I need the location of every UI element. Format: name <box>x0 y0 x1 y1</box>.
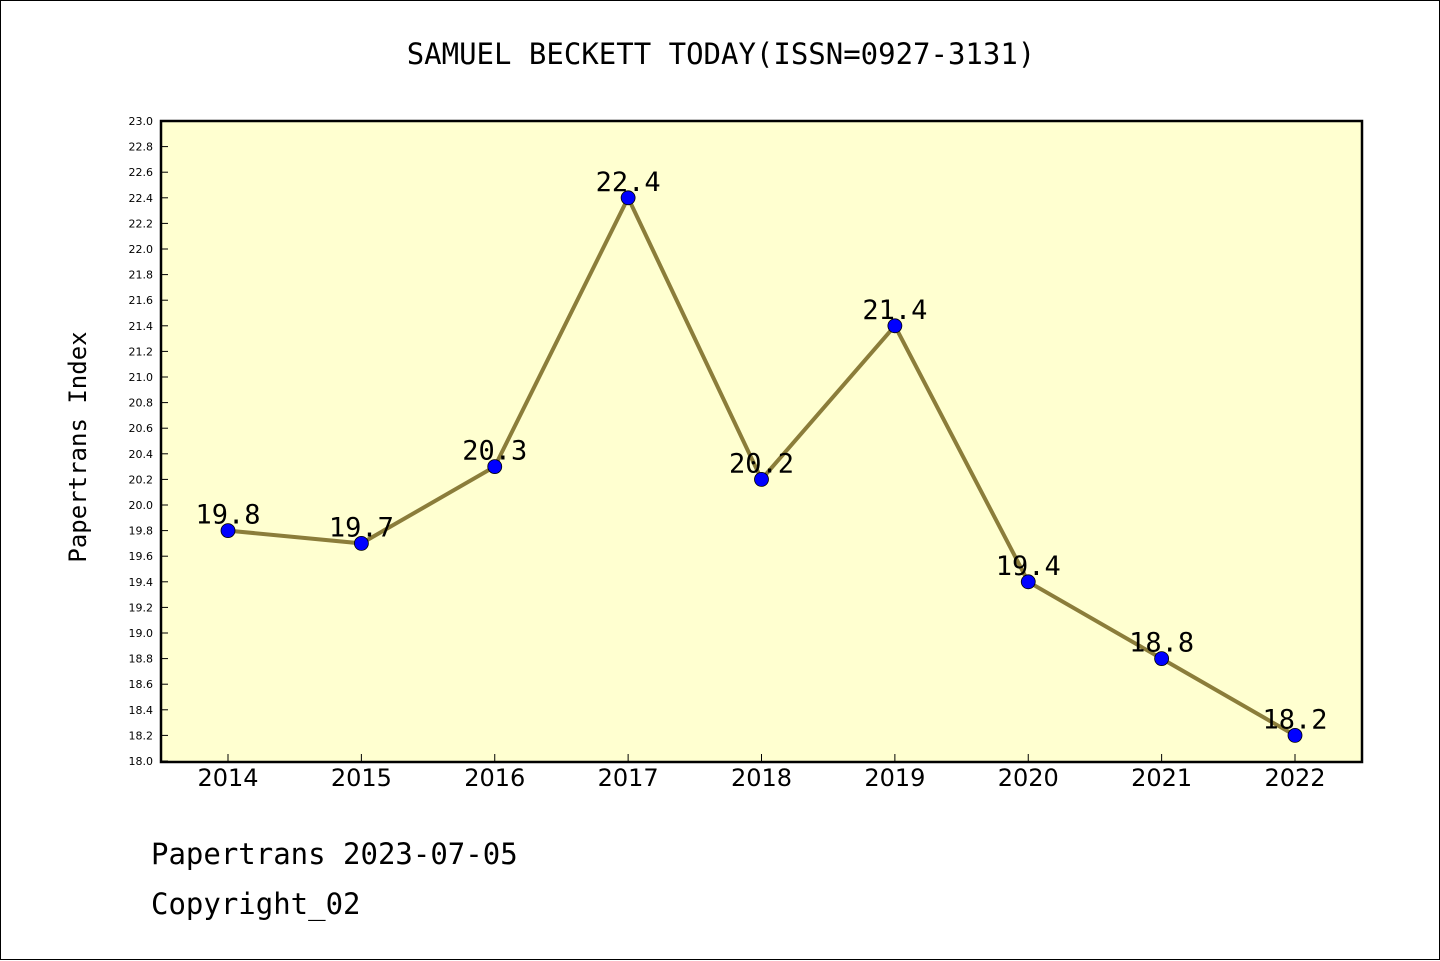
x-tick-label: 2016 <box>464 764 525 792</box>
data-point <box>1154 651 1170 666</box>
y-tick-label: 19.2 <box>129 601 154 614</box>
chart-title: SAMUEL BECKETT TODAY(ISSN=0927-3131) <box>406 37 1036 71</box>
plot-area <box>159 119 1364 764</box>
x-tick-label: 2019 <box>864 764 925 792</box>
data-label: 18.8 <box>1129 628 1194 659</box>
y-tick-label: 21.2 <box>129 345 154 358</box>
data-label: 20.2 <box>729 448 794 479</box>
y-axis-label: Papertrans Index <box>64 331 92 562</box>
data-label: 19.4 <box>996 551 1061 582</box>
y-tick-label: 19.4 <box>129 576 154 589</box>
y-tick-label: 20.2 <box>129 473 154 486</box>
y-tick-label: 22.2 <box>129 217 154 230</box>
y-tick-label: 20.0 <box>129 499 154 512</box>
data-labels: 19.8 19.7 20.3 22.4 20.2 21.4 19.4 18.8 18.2 <box>195 167 1327 736</box>
x-tick-label: 2014 <box>197 764 258 792</box>
y-tick-label: 22.4 <box>129 192 154 205</box>
y-tick-label: 20.6 <box>129 422 154 435</box>
x-tick-label: 2015 <box>331 764 392 792</box>
data-point <box>754 471 769 487</box>
x-tick-label: 2022 <box>1264 764 1325 792</box>
x-tick-label: 2018 <box>731 764 792 792</box>
data-point <box>1287 728 1303 743</box>
y-tick-label: 18.6 <box>129 678 154 691</box>
y-tick-label: 19.0 <box>129 627 154 640</box>
data-point <box>220 523 236 538</box>
x-tick-label: 2017 <box>598 764 659 792</box>
data-label: 18.2 <box>1262 704 1327 735</box>
y-tick-label: 21.0 <box>129 371 154 384</box>
data-point <box>487 459 503 475</box>
y-tick-label: 18.2 <box>129 729 154 742</box>
y-tick-label: 23.0 <box>129 115 154 128</box>
data-label: 20.3 <box>462 436 527 467</box>
y-tick-label: 19.6 <box>129 550 154 563</box>
y-tick-label: 22.8 <box>129 141 154 154</box>
y-tick-label: 19.8 <box>129 525 154 538</box>
data-point <box>353 536 369 551</box>
y-tick-label: 22.6 <box>129 166 154 179</box>
data-label: 19.8 <box>195 500 260 531</box>
y-tick-label: 20.4 <box>129 448 154 461</box>
data-label: 21.4 <box>862 295 927 326</box>
x-axis: 2014 2015 2016 2017 2018 2019 2020 2021 2022 <box>197 754 1326 792</box>
x-tick-label: 2021 <box>1131 764 1192 792</box>
series-markers <box>220 190 1303 743</box>
y-tick-label: 21.8 <box>129 269 154 282</box>
y-tick-label: 18.8 <box>129 653 154 666</box>
data-label: 19.7 <box>329 512 394 543</box>
y-axis: 18.0 18.2 18.4 18.6 18.8 19.0 19.2 19.4 19.6 19.8… <box>129 115 168 768</box>
y-tick-label: 18.4 <box>129 704 154 717</box>
footer-date: Papertrans 2023-07-05 <box>151 837 518 871</box>
footer-copyright: Copyright_02 <box>151 887 361 921</box>
y-tick-label: 21.4 <box>129 320 154 333</box>
y-tick-label: 21.6 <box>129 294 154 307</box>
data-point <box>1020 574 1036 590</box>
y-tick-label: 18.0 <box>129 755 154 768</box>
y-tick-label: 22.0 <box>129 243 154 256</box>
data-point <box>620 190 636 206</box>
y-tick-label: 20.8 <box>129 397 154 410</box>
data-label: 22.4 <box>596 167 661 198</box>
x-tick-label: 2020 <box>998 764 1059 792</box>
data-point <box>887 318 903 334</box>
